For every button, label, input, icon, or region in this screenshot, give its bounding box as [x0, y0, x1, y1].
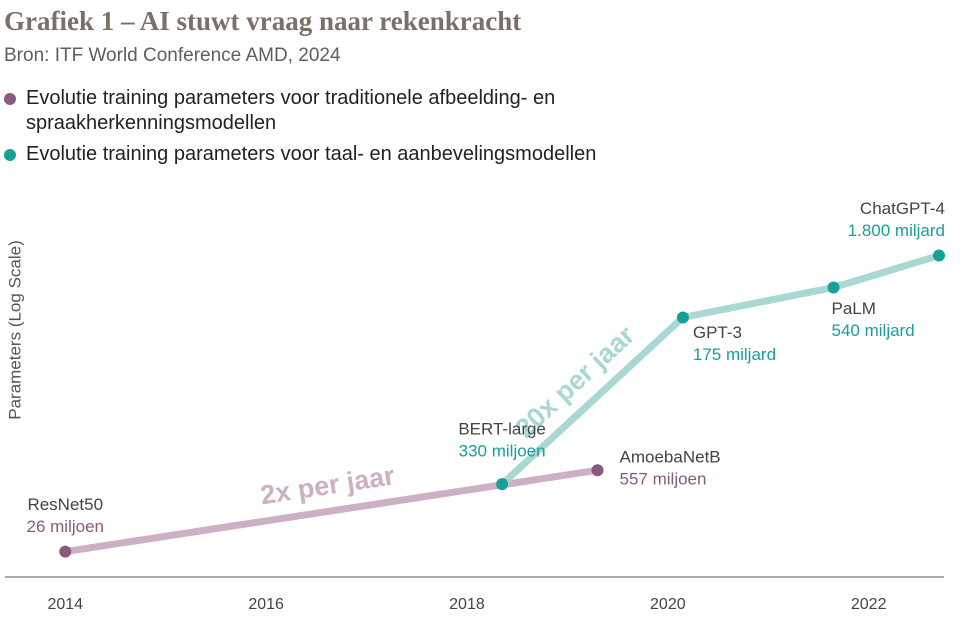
value-label: 540 miljard [832, 321, 915, 340]
data-point [496, 478, 509, 491]
data-point [827, 281, 840, 294]
legend-item: Evolutie training parameters voor tradit… [4, 86, 651, 136]
x-tick-label: 2016 [248, 596, 284, 613]
point-label: BERT-large [458, 420, 546, 439]
point-label: PaLM [832, 299, 876, 318]
data-point [59, 545, 72, 558]
x-tick-label: 2014 [47, 596, 83, 613]
x-tick-label: 2018 [449, 596, 485, 613]
legend-marker [4, 93, 16, 105]
x-tick-label: 2022 [851, 596, 887, 613]
legend-label: Evolutie training parameters voor taal- … [26, 143, 597, 165]
legend-item: Evolutie training parameters voor taal- … [4, 142, 651, 167]
point-label: GPT-3 [693, 323, 742, 342]
value-label: 1.800 miljard [848, 221, 945, 240]
x-tick-label: 2020 [650, 596, 686, 613]
chart-title: Grafiek 1 – AI stuwt vraag naar rekenkra… [4, 6, 522, 36]
value-label: 26 miljoen [27, 517, 105, 536]
series-line [64, 466, 599, 556]
data-point [676, 311, 689, 324]
point-label: ResNet50 [27, 495, 103, 514]
y-axis-label: Parameters (Log Scale) [5, 240, 24, 420]
value-label: 330 miljoen [459, 442, 546, 461]
point-label: ChatGPT-4 [860, 199, 945, 218]
point-label: AmoebaNetB [620, 448, 721, 467]
legend-marker [4, 149, 16, 161]
value-label: 557 miljoen [620, 470, 707, 489]
chart-subtitle: Bron: ITF World Conference AMD, 2024 [4, 45, 341, 66]
legend: Evolutie training parameters voor tradit… [4, 86, 651, 173]
data-point [932, 249, 945, 262]
series-line [499, 252, 940, 487]
data-point [591, 464, 604, 477]
legend-label: Evolutie training parameters voor tradit… [26, 87, 556, 134]
value-label: 175 miljard [693, 345, 776, 364]
